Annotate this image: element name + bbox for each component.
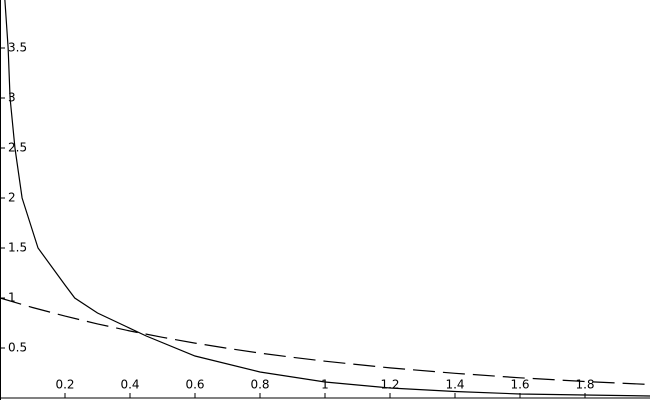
x-tick-label: 1 — [321, 378, 329, 392]
x-tick-label: 1.6 — [510, 378, 529, 392]
x-tick-label: 0.6 — [185, 378, 204, 392]
y-tick-label: 1 — [8, 291, 16, 305]
y-tick-label: 2.5 — [8, 141, 27, 155]
x-tick-label: 0.2 — [55, 378, 74, 392]
line-series — [4, 0, 650, 397]
x-tick-label: 1.8 — [575, 378, 594, 392]
y-tick-label: 0.5 — [8, 341, 27, 355]
x-tick-label: 1.4 — [445, 378, 464, 392]
x-tick-label: 1.2 — [380, 378, 399, 392]
y-tick-label: 2 — [8, 191, 16, 205]
x-tick-label: 0.8 — [250, 378, 269, 392]
y-tick-label: 3 — [8, 91, 16, 105]
y-tick-label: 1.5 — [8, 241, 27, 255]
x-tick-label: 0.4 — [120, 378, 139, 392]
line-series — [0, 297, 650, 386]
y-tick-label: 3.5 — [8, 41, 27, 55]
